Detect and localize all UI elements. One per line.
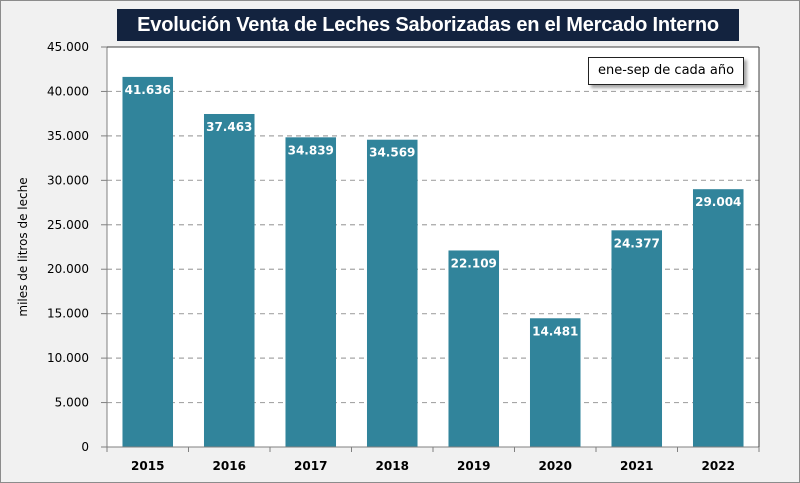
y-tick-label: 5.000	[55, 396, 89, 410]
y-tick-label: 15.000	[47, 307, 89, 321]
y-tick-label: 25.000	[47, 218, 89, 232]
bar	[122, 76, 174, 447]
period-note: ene-sep de cada año	[588, 57, 744, 85]
y-tick-label: 10.000	[47, 351, 89, 365]
x-tick-label: 2016	[213, 459, 246, 473]
x-tick-label: 2015	[131, 459, 164, 473]
x-tick-label: 2018	[376, 459, 409, 473]
bar	[285, 137, 337, 447]
y-tick-label: 40.000	[47, 84, 89, 98]
x-axis-ticks: 2015 2016 2017 2018 2019 2020 2021 2022	[106, 447, 760, 473]
data-label: 29.004	[695, 195, 741, 209]
bar	[529, 318, 581, 447]
data-label: 22.109	[451, 256, 497, 270]
x-tick-label: 2020	[539, 459, 572, 473]
data-label: 34.569	[369, 146, 415, 160]
bar	[692, 189, 744, 448]
data-label: 14.481	[532, 324, 578, 338]
y-tick-label: 30.000	[47, 173, 89, 187]
y-tick-label: 0	[81, 440, 89, 454]
data-label: 41.636	[125, 83, 171, 97]
y-tick-label: 35.000	[47, 129, 89, 143]
x-tick-label: 2017	[294, 459, 327, 473]
bars: 41.636 37.463 34.839 34.569 22.109 14.481 24.3…	[122, 76, 744, 448]
bar	[366, 139, 418, 447]
y-tick-label: 20.000	[47, 262, 89, 276]
y-axis-title: miles de litros de leche	[16, 177, 30, 316]
bar	[448, 250, 500, 447]
y-axis-ticks: 0 5.000 10.000 15.000 20.000 25.000 30.000 35.0…	[47, 40, 107, 454]
chart-title: Evolución Venta de Leches Saborizadas en…	[117, 9, 739, 41]
bar	[611, 230, 663, 447]
y-tick-label: 45.000	[47, 40, 89, 54]
data-label: 24.377	[614, 236, 660, 250]
x-tick-label: 2019	[457, 459, 490, 473]
x-tick-label: 2021	[620, 459, 653, 473]
data-label: 37.463	[206, 120, 252, 134]
x-tick-label: 2022	[702, 459, 735, 473]
bar	[203, 113, 255, 448]
data-label: 34.839	[288, 143, 334, 157]
